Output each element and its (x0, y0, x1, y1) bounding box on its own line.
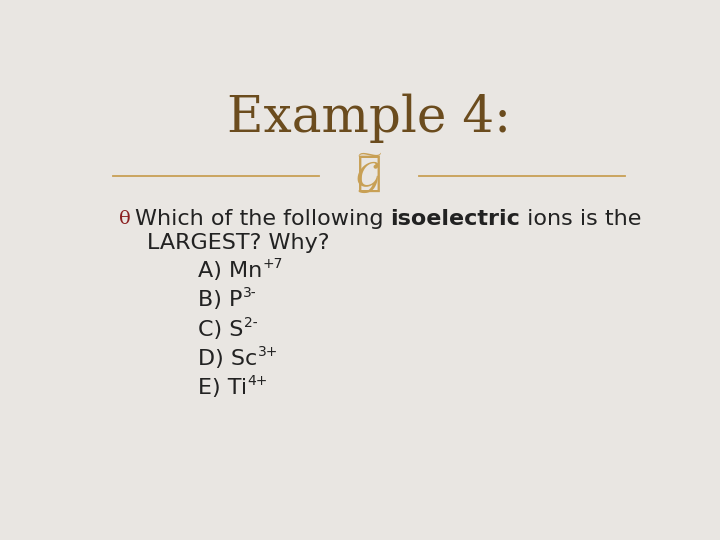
Text: D) Sc: D) Sc (199, 349, 258, 369)
Text: +7: +7 (263, 257, 283, 271)
Text: LARGEST? Why?: LARGEST? Why? (147, 233, 329, 253)
Text: ions is the: ions is the (521, 209, 642, 229)
Text: 3+: 3+ (258, 345, 278, 359)
Text: C) S: C) S (199, 320, 244, 340)
Text: Example 4:: Example 4: (227, 94, 511, 144)
Text: θ: θ (120, 210, 131, 228)
Text: B) P: B) P (199, 291, 243, 310)
Text: $\mathcal{\widetilde{G}}$: $\mathcal{\widetilde{G}}$ (356, 152, 382, 196)
Text: isoelectric: isoelectric (390, 209, 521, 229)
Text: 2-: 2- (244, 316, 258, 330)
Text: 𝓰: 𝓰 (356, 152, 382, 194)
Text: 3-: 3- (243, 287, 256, 300)
Text: A) Mn: A) Mn (199, 261, 263, 281)
Text: Which of the following: Which of the following (135, 209, 390, 229)
Text: E) Ti: E) Ti (199, 378, 248, 398)
Text: 4+: 4+ (248, 374, 268, 388)
